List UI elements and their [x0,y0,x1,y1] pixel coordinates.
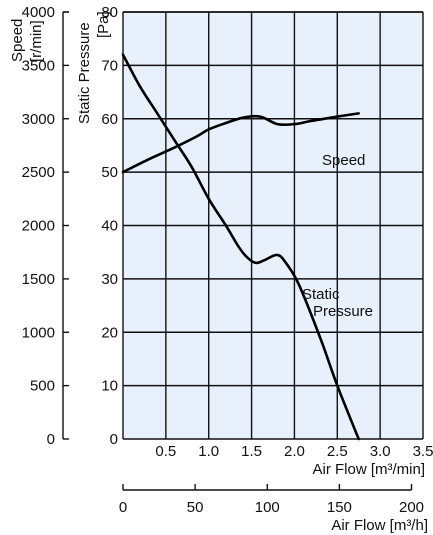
static-pressure-curve [121,53,360,441]
airflow-min-tick-label: 2.5 [327,443,348,460]
speed-axis-title-line2: [r/min] [28,20,45,62]
airflow-min-tick-label: 0.5 [155,443,176,460]
airflow-min-tick-label: 1.5 [241,443,262,460]
grid [123,11,424,439]
airflow-min-tick-label: 1.0 [198,443,219,460]
speed-curve [121,112,360,174]
speed-tick-label: 2000 [22,218,55,235]
pressure-curve-label-line1: Static [302,286,340,303]
airflow-h-tick-label: 200 [399,499,424,516]
speed-axis-title-line1: Speed [9,19,26,62]
curves [121,53,360,441]
speed-tick-label: 1000 [22,324,55,341]
speed-tick-label: 4000 [22,4,55,21]
airflow-h-axis-title: Air Flow [m³/h] [331,517,428,534]
pressure-tick-label: 80 [101,4,118,21]
airflow-h-tick-label: 0 [119,499,127,516]
axes [62,11,423,491]
speed-tick-label: 1500 [22,271,55,288]
pressure-axis-title-line2: [Pa] [95,11,112,38]
tick-labels: 0500100015002000250030003500400001020304… [22,4,433,516]
pressure-tick-label: 60 [101,111,118,128]
speed-tick-label: 3500 [22,57,55,74]
pressure-curve-label-line2: Pressure [313,303,373,320]
airflow-h-tick-label: 50 [187,499,204,516]
pressure-tick-label: 70 [101,57,118,74]
airflow-h-tick-label: 150 [327,499,352,516]
pressure-tick-label: 50 [101,164,118,181]
speed-tick-label: 500 [30,378,55,395]
speed-tick-label: 3000 [22,111,55,128]
pressure-tick-label: 20 [101,324,118,341]
pressure-tick-label: 10 [101,378,118,395]
airflow-h-tick-label: 100 [255,499,280,516]
speed-tick-label: 0 [47,431,55,448]
airflow-min-tick-label: 3.5 [413,443,433,460]
airflow-min-tick-label: 2.0 [284,443,305,460]
pressure-tick-label: 40 [101,218,118,235]
pressure-tick-label: 0 [110,431,118,448]
speed-curve-label: Speed [322,152,365,169]
pressure-tick-label: 30 [101,271,118,288]
airflow-min-tick-label: 3.0 [370,443,391,460]
pressure-axis-title-line1: Static Pressure [76,22,93,124]
speed-tick-label: 2500 [22,164,55,181]
airflow-min-axis-title: Air Flow [m³/min] [313,461,426,478]
